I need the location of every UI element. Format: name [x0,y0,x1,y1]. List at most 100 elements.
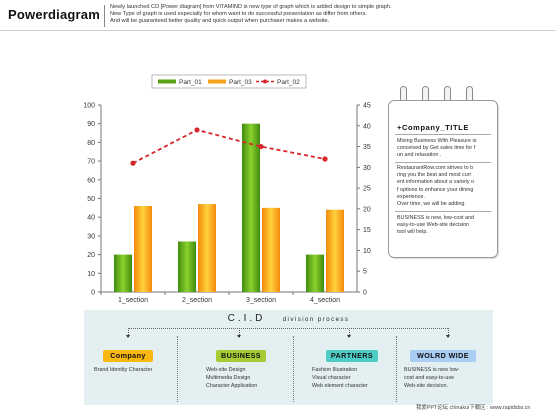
bar-part_03 [134,205,152,292]
right-tick-label: 15 [363,227,371,234]
left-tick-label: 80 [87,140,95,147]
footer-credit: 我爱PPT论坛 chinakui下载区 : www.rapidsbs.cn [416,405,531,411]
brand-title: Powerdiagram [8,7,100,22]
notepad-line: conceived by Get sales time for f [397,145,476,152]
business-items: Web-site Design Multimedia Design Charac… [206,366,257,391]
column-item: Web-site Design [206,367,246,373]
bar-part_01 [242,123,260,292]
legend-swatch-marker [263,79,267,84]
notepad-line: experience. [397,193,425,200]
notepad-line: tool will help. [397,229,428,236]
company-badge: Company [103,350,153,362]
legend-swatch [208,79,226,84]
left-tick-label: 30 [87,233,95,240]
column-item: Visual character [312,375,351,382]
line-point-part_02 [194,127,200,133]
bracket-tick [349,328,350,337]
right-tick-label: 45 [363,103,371,110]
x-tick-label: 1_section [118,297,148,304]
notepad-rule [395,134,491,135]
arrow-down-icon [125,335,130,338]
column-item: Character Application [206,383,258,390]
business-badge: BUSINESS [216,350,266,362]
right-tick-label: 35 [363,144,371,151]
column-divider [177,336,178,402]
header-description-line: Newly launched CD [Power diagram] from V… [110,4,392,10]
bar-part_03 [326,209,344,292]
arrow-down-icon [236,335,241,338]
cid-title-main: C.I.D [227,313,266,324]
notepad-line: Mixing Business With Pleasure is [397,138,477,144]
chart-legend: Part_01 Part_03 Part_02 [151,74,307,89]
header-description-line: And will be guaranteed better quality an… [110,18,330,24]
notepad-line: f options to enhance your dining [397,186,474,193]
left-tick-label: 70 [87,159,95,166]
right-tick-label: 0 [363,290,367,297]
column-item: Brand Identity Character [94,367,153,373]
x-tick-label: 4_section [310,297,340,304]
left-tick-label: 0 [91,290,95,297]
bracket-tick [239,328,240,337]
legend-label: Part_02 [277,79,300,86]
notepad-line: Over time, we will be adding. [397,201,466,208]
legend-label: Part_03 [229,79,252,86]
left-tick-label: 100 [83,103,95,110]
notepad-paragraph: RestaurantRow.com strives to b ring you … [397,165,491,208]
header-description-line: New Type of graph is used especially for… [110,11,367,17]
chart-line [130,127,328,166]
right-tick-label: 30 [363,165,371,172]
x-tick-label: 2_section [182,297,212,304]
right-tick-label: 10 [363,248,371,255]
cid-bracket [128,328,448,337]
page-header: Powerdiagram Newly launched CD [Power di… [0,0,556,30]
notepad-title: +Company_TITLE [397,123,469,132]
left-tick-label: 60 [87,177,95,184]
bar-part_01 [178,241,196,292]
column-divider [293,336,294,402]
partners-items: Fashion Illustration Visual character We… [312,366,368,391]
column-item: cost and easy-to-use [404,375,455,382]
header-separator [104,5,105,27]
left-tick-label: 10 [87,271,95,278]
company-notepad: +Company_TITLE Mixing Business With Plea… [388,100,498,258]
column-item: Multimedia Design [206,375,251,382]
left-tick-label: 20 [87,252,95,259]
column-item: Fashion Illustration [312,367,358,373]
bar-part_01 [306,254,324,292]
notepad-line: ent information about a variety o [397,179,475,186]
notepad-line: easy-to-use Web-site decision [397,222,470,229]
right-tick-label: 5 [363,269,367,276]
right-tick-label: 25 [363,186,371,193]
cid-title: C.I.D division process [84,313,493,324]
line-point-part_02 [130,160,136,166]
right-tick-label: 20 [363,206,371,213]
chart-bars [114,123,344,292]
column-item: BUSINESS is new low- [404,367,460,373]
left-tick-label: 40 [87,215,95,222]
arrow-down-icon [346,335,351,338]
header-divider [0,30,556,31]
partners-badge: PARTNERS [326,350,378,362]
bracket-tick [448,328,449,337]
notepad-line: RestaurantRow.com strives to b [397,165,474,171]
column-item: Web element character [312,383,368,390]
legend-swatch [158,79,176,84]
world-wide-badge: WOLRD WIDE [410,350,476,362]
x-tick-label: 3_section [246,297,276,304]
left-tick-label: 90 [87,121,95,128]
notepad-paragraph: Mixing Business With Pleasure is conceiv… [397,138,491,160]
right-tick-label: 40 [363,123,371,130]
cid-title-sub: division process [282,317,350,323]
legend-box [151,74,307,89]
legend-label: Part_01 [179,79,202,86]
column-item: Web-site decision. [404,383,448,390]
notepad-line: ring you the best and most curr [397,172,472,179]
bar-part_03 [198,204,216,292]
column-divider [396,336,397,402]
line-point-part_02 [258,143,264,150]
line-point-part_02 [322,156,328,162]
notepad-rule [395,162,491,163]
line-series-part_02 [132,128,326,164]
world-wide-items: BUSINESS is new low- cost and easy-to-us… [404,366,459,391]
notepad-paragraph: BUSINESS is new, low-cost and easy-to-us… [397,215,491,237]
